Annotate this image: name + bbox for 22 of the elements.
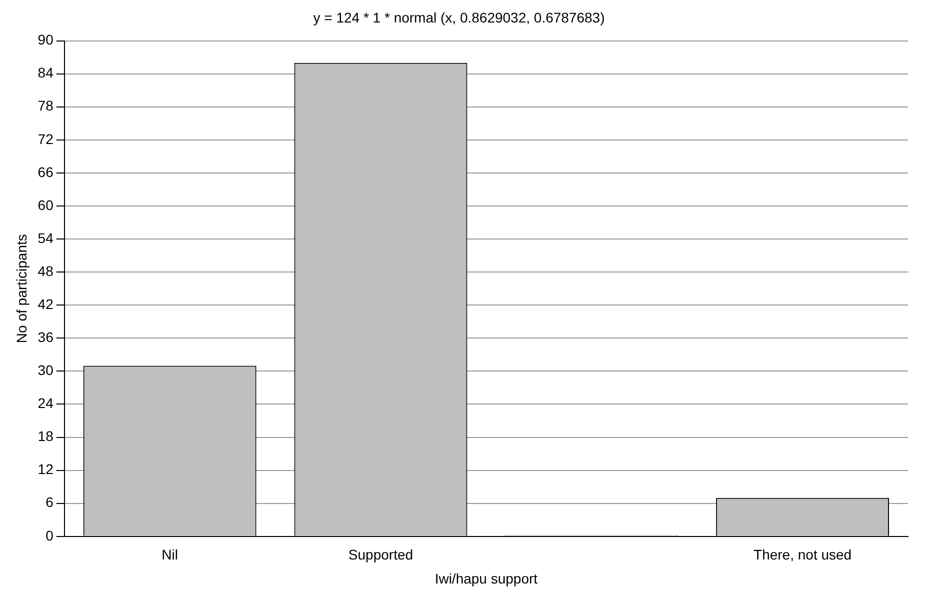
y-tick-label: 72: [38, 130, 54, 147]
chart-title: y = 124 * 1 * normal (x, 0.8629032, 0.6787683): [313, 9, 605, 26]
y-tick-label: 24: [38, 395, 54, 412]
x-tick-label: There, not used: [754, 546, 852, 563]
y-tick-label: 90: [38, 32, 54, 48]
y-tick-label: 78: [38, 98, 54, 114]
y-tick-label: 6: [46, 494, 54, 510]
y-tick-label: 60: [38, 196, 54, 213]
y-tick-label: 0: [46, 527, 54, 544]
y-axis-title: No of participants: [13, 234, 30, 344]
y-tick-label: 18: [38, 428, 54, 444]
y-tick-label: 66: [38, 164, 54, 180]
y-tick-label: 42: [38, 296, 54, 312]
x-axis-title: Iwi/hapu support: [434, 570, 538, 586]
y-tick-label: 12: [38, 461, 54, 478]
y-tick-label: 30: [38, 362, 54, 378]
y-tick-label: 84: [38, 64, 54, 81]
x-tick-label: Supported: [348, 546, 414, 563]
y-tick-label: 36: [38, 329, 54, 346]
x-tick-label: Nil: [162, 546, 178, 563]
y-tick-label: 48: [38, 262, 54, 279]
y-tick-label: 54: [38, 230, 54, 246]
